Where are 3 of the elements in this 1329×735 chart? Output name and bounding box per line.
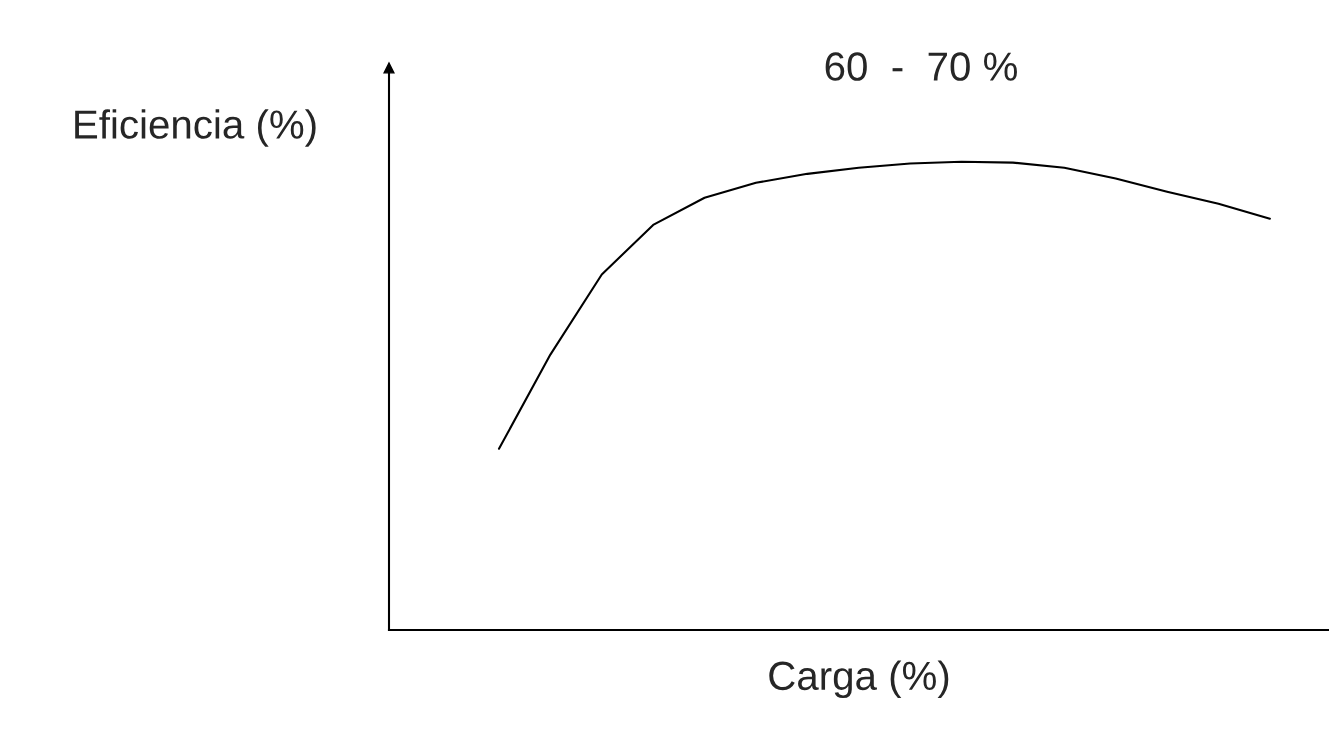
text: 60 - 70 % (825, 52, 1017, 81)
x-axis-title: Carga (%) (769, 660, 949, 699)
y-axis-title: Eficiencia (%) (75, 109, 316, 147)
